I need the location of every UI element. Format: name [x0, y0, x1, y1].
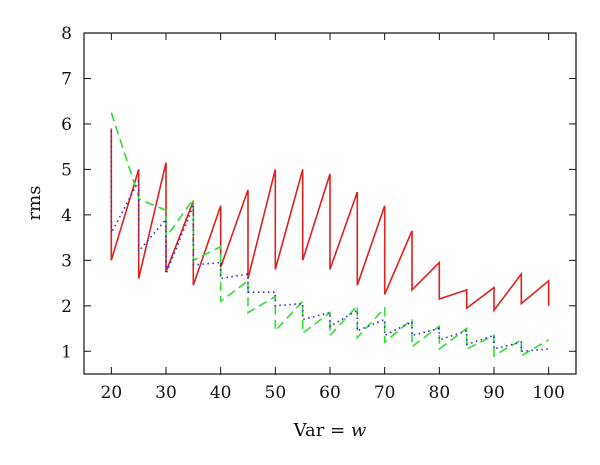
y-tick-label: 4: [61, 206, 72, 226]
x-tick-label: 100: [532, 383, 564, 403]
y-axis-ticks: 1 2 3 4 5 6 7 8: [61, 24, 576, 362]
y-tick-label: 8: [61, 24, 72, 44]
y-tick-label: 5: [61, 160, 72, 180]
series-line-3: [110, 130, 549, 353]
series-line-2: [110, 112, 550, 358]
series-line-1: [110, 128, 550, 313]
x-tick-label: 70: [374, 383, 396, 403]
y-tick-label: 1: [61, 342, 72, 362]
x-tick-label: 30: [155, 383, 177, 403]
x-tick-label: 90: [483, 383, 505, 403]
x-tick-label: 20: [101, 383, 123, 403]
x-axis-label-variable: w: [351, 420, 367, 441]
y-tick-label: 7: [61, 69, 72, 89]
x-tick-label: 80: [429, 383, 451, 403]
x-axis-label: Var = w: [293, 420, 367, 441]
x-tick-label: 50: [265, 383, 287, 403]
series-layer: [110, 112, 550, 358]
x-axis-ticks: 20 30 40 50 60 70 80 90 100: [101, 33, 565, 403]
y-tick-label: 3: [61, 251, 72, 271]
x-axis-label-prefix: Var =: [293, 420, 351, 441]
x-tick-label: 60: [319, 383, 341, 403]
x-tick-label: 40: [210, 383, 232, 403]
y-tick-label: 6: [61, 115, 72, 135]
y-tick-label: 2: [61, 297, 72, 317]
y-axis-label: rms: [24, 186, 45, 221]
